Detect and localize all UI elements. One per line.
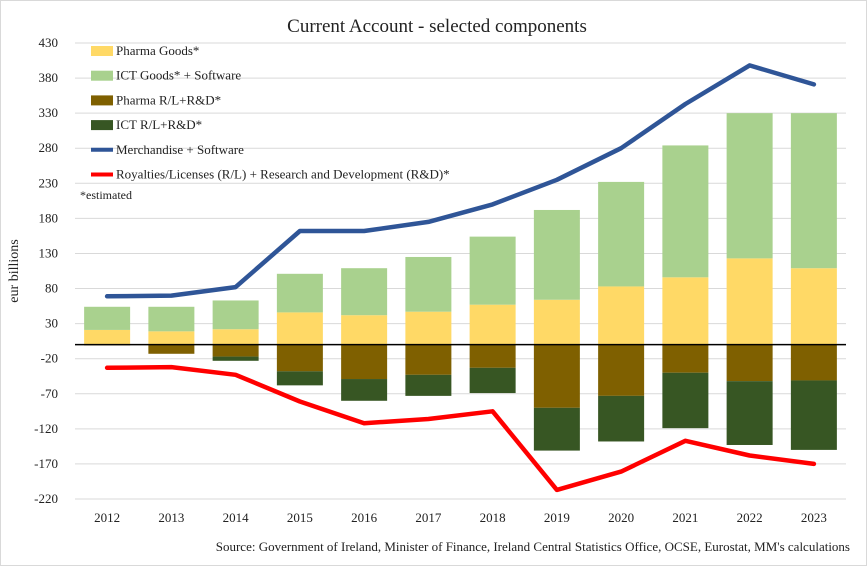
bar-segment-pharma-goods [148, 331, 195, 345]
x-tick-label: 2014 [223, 510, 250, 525]
y-tick-label: 30 [45, 316, 58, 331]
bar-segment-ict-r-l-r-d [790, 380, 837, 450]
bar-segment-pharma-r-l-r-d [276, 344, 323, 372]
legend-swatch [91, 95, 113, 106]
y-axis-tick-labels: 430 380 330 280 230 180 130 80 30 -20 -70 -120 -170 -… [34, 35, 58, 506]
x-tick-label: 2015 [287, 510, 313, 525]
x-tick-label: 2023 [801, 510, 827, 525]
bar-segment-ict-r-l-r-d [533, 407, 580, 451]
bar-segment-pharma-r-l-r-d [405, 344, 452, 375]
bar-segment-pharma-r-l-r-d [726, 344, 773, 382]
y-tick-label: 180 [39, 210, 59, 225]
bar-segment-ict-goods-software [405, 256, 452, 312]
legend-note: *estimated [80, 188, 132, 202]
bar-segment-pharma-r-l-r-d [469, 344, 516, 368]
y-tick-label: 430 [39, 35, 59, 50]
bar-segment-ict-goods-software [212, 300, 259, 330]
bar-segment-ict-goods-software [469, 236, 516, 305]
bar-segment-pharma-goods [533, 299, 580, 345]
x-tick-label: 2018 [480, 510, 506, 525]
x-tick-label: 2021 [672, 510, 698, 525]
y-tick-label: 330 [39, 105, 59, 120]
bar-segment-pharma-goods [212, 329, 259, 345]
bar-segment-ict-goods-software [148, 306, 195, 332]
lines-layer [104, 63, 817, 493]
y-tick-label: 130 [39, 245, 59, 260]
bars-layer [84, 113, 837, 451]
bar-segment-pharma-r-l-r-d [662, 344, 709, 373]
y-tick-label: -220 [34, 491, 58, 506]
series-line-royalties-rd [104, 364, 817, 493]
bar-segment-ict-r-l-r-d [276, 371, 323, 386]
bar-segment-pharma-r-l-r-d [533, 344, 580, 408]
bar-segment-pharma-goods [790, 268, 837, 345]
bar-segment-pharma-goods [598, 286, 645, 345]
x-tick-label: 2012 [94, 510, 120, 525]
legend-swatch [91, 120, 113, 131]
x-tick-label: 2017 [415, 510, 442, 525]
bar-segment-ict-goods-software [662, 145, 709, 278]
bar-segment-ict-r-l-r-d [405, 374, 452, 396]
bar-segment-ict-goods-software [276, 273, 323, 313]
bar-segment-ict-goods-software [533, 209, 580, 300]
bar-segment-pharma-r-l-r-d [598, 344, 645, 396]
chart-title: Current Account - selected components [287, 16, 587, 37]
bar-segment-ict-r-l-r-d [469, 367, 516, 394]
legend-label: Pharma Goods* [116, 43, 199, 58]
y-tick-label: -120 [34, 421, 58, 436]
x-tick-label: 2013 [158, 510, 184, 525]
bar-segment-pharma-r-l-r-d [148, 344, 195, 354]
y-tick-label: 280 [39, 140, 59, 155]
y-tick-label: 80 [45, 281, 58, 296]
bar-segment-pharma-goods [341, 315, 388, 345]
legend-label: Royalties/Licenses (R/L) + Research and … [116, 167, 450, 182]
legend-swatch [91, 70, 113, 81]
series-line-merchandise-software [104, 63, 817, 299]
bar-segment-pharma-goods [469, 304, 516, 345]
y-tick-label: -70 [41, 386, 58, 401]
legend-label: ICT R/L+R&D* [116, 117, 202, 132]
legend-label: Pharma R/L+R&D* [116, 92, 221, 107]
bar-segment-pharma-goods [405, 311, 452, 345]
legend-swatch [91, 46, 113, 56]
y-tick-label: 230 [39, 175, 59, 190]
y-tick-label: 380 [39, 70, 59, 85]
bar-segment-ict-goods-software [598, 181, 645, 287]
bar-segment-pharma-r-l-r-d [212, 344, 259, 357]
bar-segment-pharma-r-l-r-d [790, 344, 837, 381]
bar-segment-ict-goods-software [84, 306, 131, 330]
bar-segment-ict-r-l-r-d [212, 356, 259, 361]
bar-segment-ict-goods-software [790, 113, 837, 269]
x-tick-label: 2022 [737, 510, 763, 525]
legend-label: Merchandise + Software [116, 142, 244, 157]
y-axis-label: eur billions [7, 239, 22, 302]
bar-segment-pharma-goods [84, 329, 131, 345]
source-note: Source: Government of Ireland, Minister … [216, 539, 850, 554]
bar-segment-ict-r-l-r-d [726, 381, 773, 445]
legend-label: ICT Goods* + Software [116, 68, 241, 83]
legend: Pharma Goods* ICT Goods* + Software Pharma… [91, 43, 450, 182]
x-axis-tick-labels: 2012 2013 2014 2015 2016 2017 2018 2019 2020 2021… [94, 510, 827, 525]
bar-segment-pharma-goods [726, 258, 773, 345]
y-tick-label: -20 [41, 351, 58, 366]
x-tick-label: 2016 [351, 510, 378, 525]
bar-segment-pharma-goods [276, 312, 323, 345]
bar-segment-ict-r-l-r-d [662, 372, 709, 429]
bar-segment-pharma-r-l-r-d [341, 344, 388, 380]
bar-segment-ict-r-l-r-d [598, 395, 645, 442]
x-tick-label: 2019 [544, 510, 570, 525]
x-tick-label: 2020 [608, 510, 634, 525]
bar-segment-ict-goods-software [341, 268, 388, 316]
bar-segment-pharma-goods [662, 277, 709, 345]
bar-segment-ict-r-l-r-d [341, 379, 388, 401]
y-tick-label: -170 [34, 456, 58, 471]
bar-segment-ict-goods-software [726, 113, 773, 259]
gridlines [75, 42, 846, 500]
